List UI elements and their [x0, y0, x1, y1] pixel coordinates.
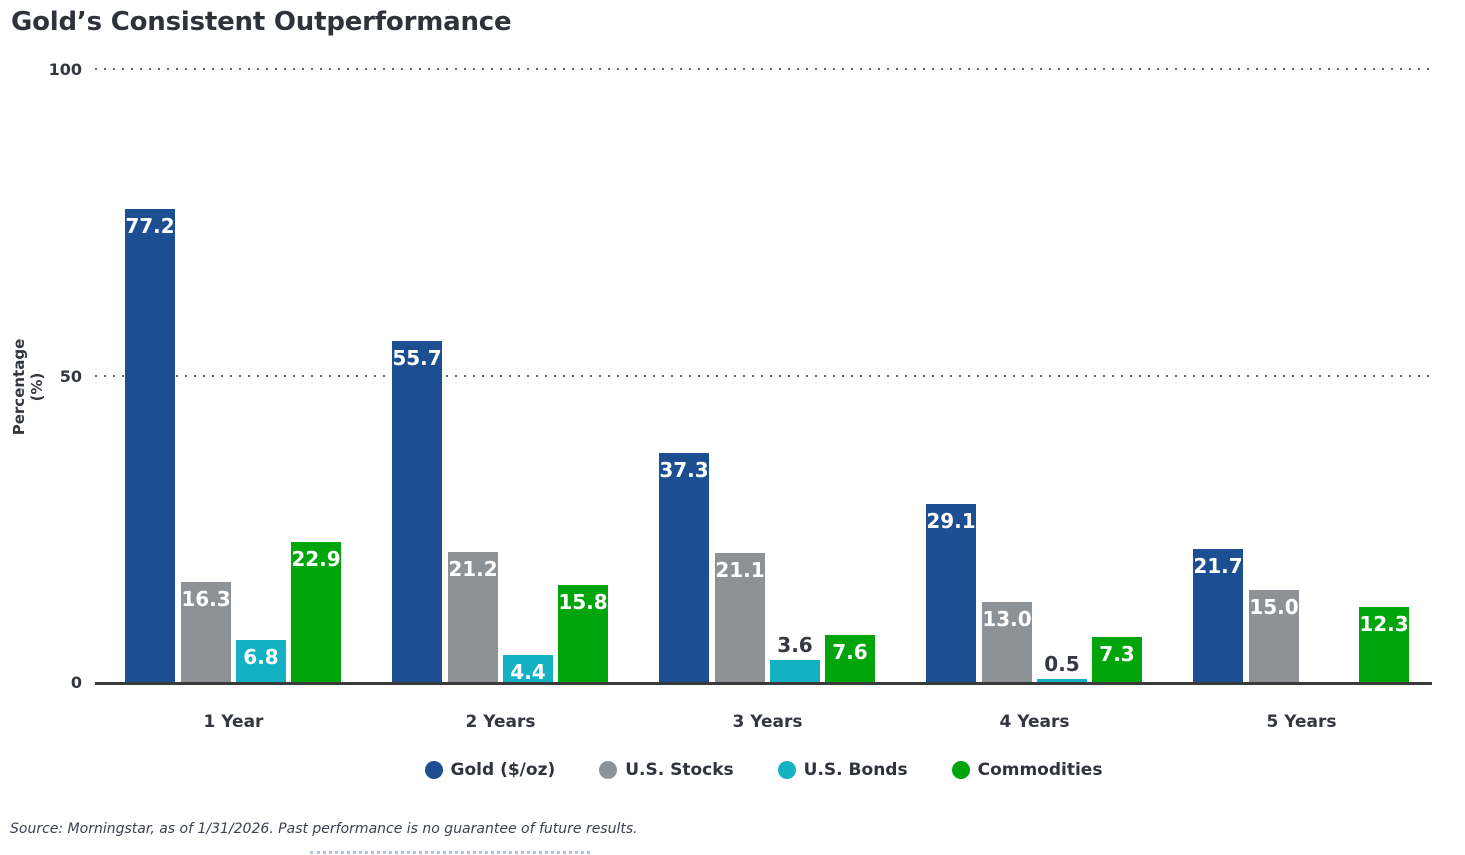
bar-value-label: 21.1: [715, 557, 765, 582]
chart-title: Gold’s Consistent Outperformance: [11, 7, 512, 37]
bar-value-label: 77.2: [125, 213, 175, 238]
bar-value-label: 6.8: [243, 645, 279, 670]
bar-value-label: 22.9: [291, 546, 341, 571]
bar-value-label: 0.5: [1044, 651, 1080, 676]
legend-swatch-icon: [599, 761, 618, 779]
legend-label: Commodities: [977, 760, 1103, 780]
bar-u-s-stocks-1-year: [181, 582, 231, 682]
x-label-1-year: 1 Year: [203, 712, 264, 732]
y-tick-50: 50: [59, 366, 82, 386]
bar-value-label: 15.0: [1249, 595, 1299, 620]
x-label-3-years: 3 Years: [732, 712, 803, 732]
bar-value-label: 13.0: [982, 607, 1032, 632]
bar-u-s-stocks-3-years: [715, 552, 765, 682]
legend-label: U.S. Stocks: [625, 760, 734, 780]
bar-gold-oz-3-years: [659, 453, 709, 682]
x-label-2-years: 2 Years: [465, 712, 536, 732]
bar-u-s-stocks-4-years: [982, 602, 1032, 682]
bar-value-label: 29.1: [926, 508, 976, 533]
bar-gold-oz-5-years: [1193, 548, 1243, 682]
y-tick-0: 0: [70, 673, 82, 692]
source-note: Source: Morningstar, as of 1/31/2026. Pa…: [10, 821, 638, 837]
bar-value-label: 7.6: [832, 640, 868, 665]
bar-value-label: 7.3: [1099, 642, 1135, 667]
bar-value-label: 16.3: [181, 587, 231, 612]
bar-commodities-5-years: [1359, 606, 1409, 682]
bar-commodities-3-years: [825, 635, 875, 682]
bar-value-label: 37.3: [659, 458, 709, 483]
gridline-50: [95, 374, 1432, 377]
bar-gold-oz-2-years: [392, 340, 442, 682]
bar-commodities-1-year: [291, 541, 341, 682]
legend-swatch-icon: [777, 761, 796, 779]
bar-u-s-bonds-3-years: [770, 659, 820, 682]
x-label-4-years: 4 Years: [999, 712, 1070, 732]
bar-u-s-bonds-4-years: [1037, 678, 1087, 682]
bar-value-label: 21.7: [1193, 553, 1243, 578]
x-label-5-years: 5 Years: [1266, 712, 1337, 732]
legend: Gold ($/oz) U.S. Stocks U.S. Bonds Commodit…: [95, 760, 1432, 780]
bar-commodities-4-years: [1092, 637, 1142, 682]
legend-item-commodities: Commodities: [951, 760, 1103, 780]
bar-u-s-bonds-1-year: [236, 640, 286, 682]
legend-label: Gold ($/oz): [450, 760, 556, 780]
legend-item-u-s-stocks: U.S. Stocks: [599, 760, 734, 780]
cropped-dotted-line-fragment: [310, 851, 590, 854]
bar-value-label: 4.4: [510, 660, 546, 685]
legend-swatch-icon: [424, 761, 443, 779]
bar-value-label: 3.6: [777, 632, 813, 657]
bar-u-s-stocks-2-years: [448, 552, 498, 682]
x-axis-line: [95, 682, 1432, 685]
legend-label: U.S. Bonds: [803, 760, 908, 780]
bar-commodities-2-years: [558, 585, 608, 682]
gridline-100: [95, 68, 1432, 70]
legend-swatch-icon: [951, 761, 970, 779]
bar-value-label: 12.3: [1359, 611, 1409, 636]
y-axis-title: Percentage (%): [10, 338, 46, 436]
bar-u-s-stocks-5-years: [1249, 590, 1299, 682]
legend-item-gold-oz: Gold ($/oz): [424, 760, 556, 780]
bar-value-label: 15.8: [558, 590, 608, 615]
bar-value-label: 55.7: [392, 345, 442, 370]
y-tick-100: 100: [48, 60, 82, 79]
bar-gold-oz-1-year: [125, 208, 175, 682]
bar-value-label: 21.2: [448, 557, 498, 582]
bar-gold-oz-4-years: [926, 503, 976, 682]
legend-item-u-s-bonds: U.S. Bonds: [777, 760, 908, 780]
bar-u-s-bonds-2-years: [503, 655, 553, 682]
